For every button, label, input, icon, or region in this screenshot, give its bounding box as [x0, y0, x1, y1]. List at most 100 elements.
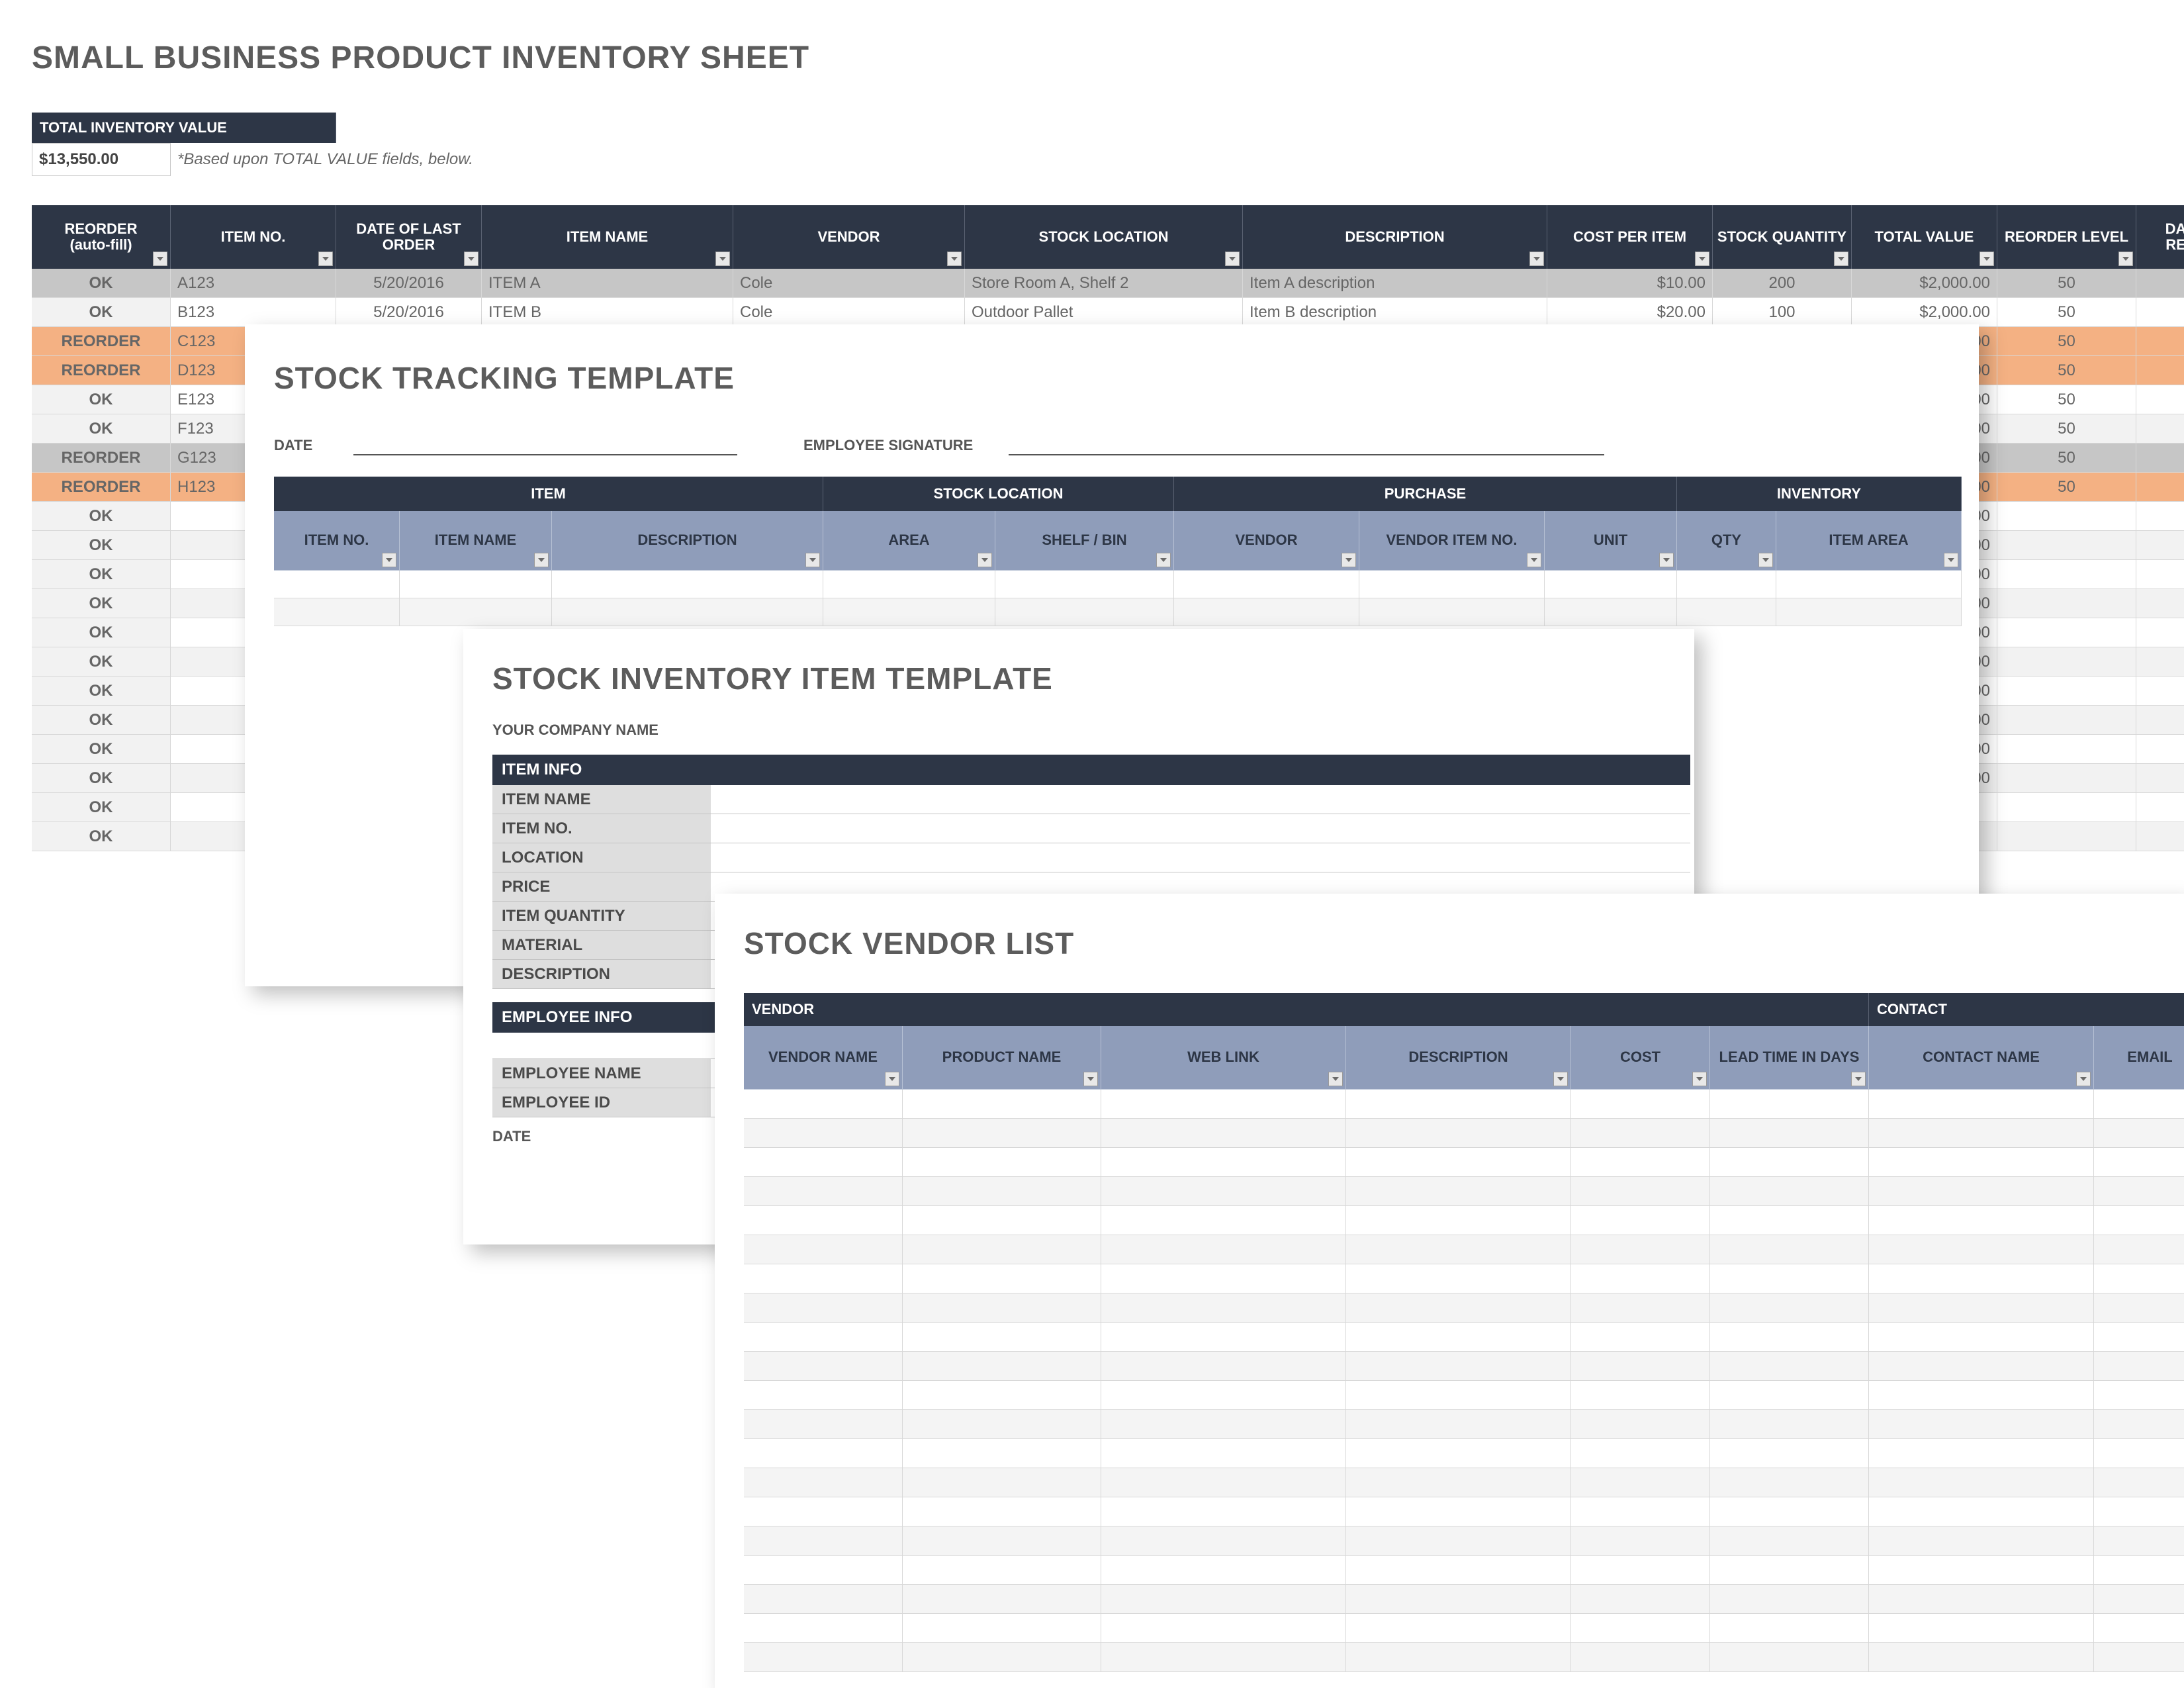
inventory-cell[interactable] — [2136, 502, 2184, 531]
vendor-row[interactable] — [744, 1119, 2184, 1148]
tracking-cell[interactable] — [1545, 598, 1677, 626]
vendor-cell[interactable] — [1869, 1381, 2094, 1410]
vendor-cell[interactable] — [1346, 1323, 1571, 1352]
vendor-cell[interactable] — [903, 1090, 1101, 1119]
vendor-cell[interactable] — [1710, 1119, 1869, 1148]
vendor-cell[interactable] — [1710, 1643, 1869, 1672]
inventory-col-header[interactable]: STOCK QUANTITY — [1713, 205, 1852, 269]
inventory-cell[interactable] — [1997, 502, 2136, 531]
vendor-cell[interactable] — [903, 1264, 1101, 1293]
vendor-cell[interactable] — [903, 1293, 1101, 1323]
vendor-row[interactable] — [744, 1439, 2184, 1468]
inventory-cell[interactable]: 50 — [1997, 327, 2136, 356]
vendor-cell[interactable] — [1101, 1352, 1346, 1381]
tracking-cell[interactable] — [995, 598, 1174, 626]
vendor-cell[interactable] — [1571, 1293, 1710, 1323]
filter-dropdown-icon[interactable] — [1834, 252, 1848, 266]
vendor-cell[interactable] — [903, 1323, 1101, 1352]
inventory-cell[interactable] — [2136, 327, 2184, 356]
vendor-cell[interactable] — [1710, 1323, 1869, 1352]
filter-dropdown-icon[interactable] — [1553, 1072, 1568, 1086]
vendor-cell[interactable] — [1346, 1526, 1571, 1556]
inventory-cell[interactable]: REORDER — [32, 327, 171, 356]
vendor-cell[interactable] — [1346, 1148, 1571, 1177]
form-field-value[interactable] — [711, 785, 1690, 814]
vendor-cell[interactable] — [1869, 1585, 2094, 1614]
filter-dropdown-icon[interactable] — [715, 252, 730, 266]
tracking-cell[interactable] — [823, 571, 995, 598]
vendor-cell[interactable] — [2094, 1148, 2184, 1177]
inventory-cell[interactable] — [2136, 560, 2184, 589]
vendor-cell[interactable] — [1571, 1526, 1710, 1556]
filter-dropdown-icon[interactable] — [1979, 252, 1994, 266]
inventory-cell[interactable] — [2136, 677, 2184, 706]
tracking-row[interactable] — [274, 571, 1962, 598]
inventory-cell[interactable] — [1997, 764, 2136, 793]
inventory-cell[interactable]: Item A description — [1243, 269, 1547, 298]
inventory-cell[interactable]: OK — [32, 647, 171, 677]
vendor-cell[interactable] — [1571, 1148, 1710, 1177]
inventory-cell[interactable] — [1997, 822, 2136, 851]
vendor-cell[interactable] — [1101, 1614, 1346, 1643]
inventory-cell[interactable]: 50 — [1997, 414, 2136, 444]
inventory-col-header[interactable]: COST PER ITEM — [1547, 205, 1713, 269]
inventory-cell[interactable]: REORDER — [32, 473, 171, 502]
vendor-cell[interactable] — [1869, 1352, 2094, 1381]
vendor-cell[interactable] — [1869, 1497, 2094, 1526]
inventory-cell[interactable] — [2136, 647, 2184, 677]
vendor-cell[interactable] — [744, 1119, 903, 1148]
vendor-cell[interactable] — [1710, 1206, 1869, 1235]
vendor-cell[interactable] — [1710, 1585, 1869, 1614]
tracking-row[interactable] — [274, 598, 1962, 626]
inventory-cell[interactable]: $10.00 — [1547, 269, 1713, 298]
vendor-cell[interactable] — [1101, 1264, 1346, 1293]
vendor-cell[interactable] — [1346, 1643, 1571, 1672]
vendor-cell[interactable] — [744, 1177, 903, 1206]
filter-dropdown-icon[interactable] — [947, 252, 962, 266]
vendor-cell[interactable] — [1346, 1410, 1571, 1439]
inventory-cell[interactable]: A123 — [171, 269, 336, 298]
vendor-cell[interactable] — [744, 1410, 903, 1439]
vendor-cell[interactable] — [1571, 1264, 1710, 1293]
vendor-row[interactable] — [744, 1643, 2184, 1672]
inventory-cell[interactable]: OK — [32, 618, 171, 647]
vendor-cell[interactable] — [1346, 1556, 1571, 1585]
tracking-cell[interactable] — [1677, 598, 1776, 626]
vendor-cell[interactable] — [1710, 1526, 1869, 1556]
vendor-cell[interactable] — [1101, 1177, 1346, 1206]
vendor-cell[interactable] — [2094, 1526, 2184, 1556]
vendor-cell[interactable] — [744, 1148, 903, 1177]
inventory-cell[interactable]: $2,000.00 — [1852, 298, 1997, 327]
tracking-cell[interactable] — [552, 571, 823, 598]
filter-dropdown-icon[interactable] — [805, 553, 820, 567]
vendor-cell[interactable] — [1710, 1235, 1869, 1264]
inventory-col-header[interactable]: REORDER LEVEL — [1997, 205, 2136, 269]
inventory-cell[interactable] — [1997, 793, 2136, 822]
vendor-cell[interactable] — [1869, 1119, 2094, 1148]
inventory-cell[interactable]: 50 — [1997, 356, 2136, 385]
vendor-cell[interactable] — [903, 1148, 1101, 1177]
filter-dropdown-icon[interactable] — [464, 252, 478, 266]
vendor-cell[interactable] — [744, 1206, 903, 1235]
inventory-cell[interactable]: Outdoor Pallet — [965, 298, 1243, 327]
inventory-cell[interactable]: OK — [32, 298, 171, 327]
vendor-cell[interactable] — [1101, 1148, 1346, 1177]
inventory-cell[interactable]: OK — [32, 589, 171, 618]
tracking-cell[interactable] — [274, 598, 400, 626]
vendor-cell[interactable] — [1710, 1293, 1869, 1323]
inventory-cell[interactable] — [1997, 677, 2136, 706]
inventory-cell[interactable]: OK — [32, 269, 171, 298]
vendor-cell[interactable] — [1710, 1352, 1869, 1381]
vendor-cell[interactable] — [2094, 1614, 2184, 1643]
filter-dropdown-icon[interactable] — [2118, 252, 2133, 266]
vendor-cell[interactable] — [1710, 1090, 1869, 1119]
vendor-cell[interactable] — [1571, 1206, 1710, 1235]
vendor-cell[interactable] — [903, 1177, 1101, 1206]
vendor-cell[interactable] — [2094, 1177, 2184, 1206]
vendor-cell[interactable] — [1710, 1264, 1869, 1293]
vendor-cell[interactable] — [1346, 1439, 1571, 1468]
inventory-col-header[interactable]: DATE OF LAST ORDER — [336, 205, 482, 269]
vendor-row[interactable] — [744, 1264, 2184, 1293]
tracking-cell[interactable] — [1359, 571, 1545, 598]
tracking-cell[interactable] — [995, 571, 1174, 598]
